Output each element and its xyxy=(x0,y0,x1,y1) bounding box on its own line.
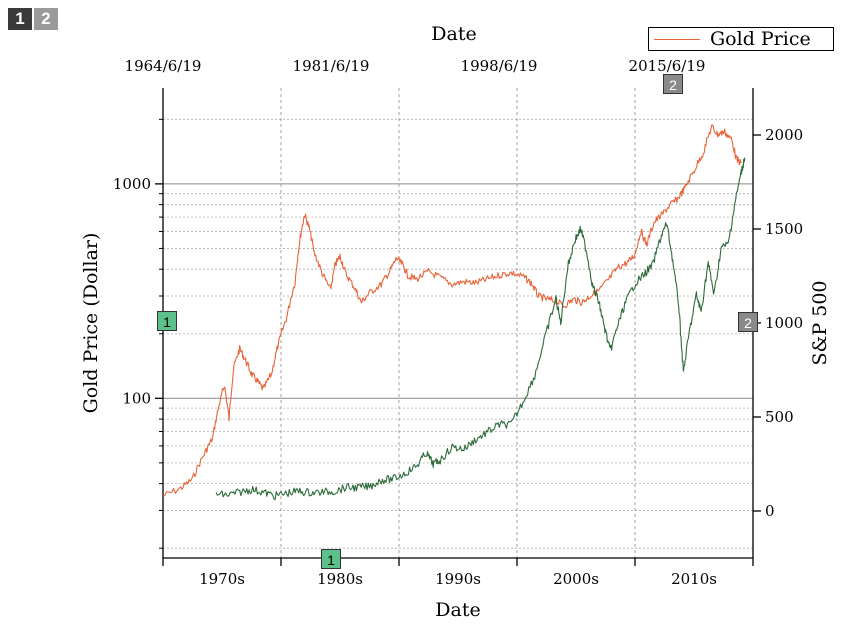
y-tick-label-right: 500 xyxy=(765,408,794,426)
x-axis-title-bottom: Date xyxy=(435,599,480,621)
series-line-sp500 xyxy=(215,157,746,501)
layer1-left-axis-badge[interactable]: 1 xyxy=(157,311,177,331)
y-tick-label-left: 100 xyxy=(122,389,151,407)
x-tick-label-top: 2015/6/19 xyxy=(629,57,706,75)
layer-tab-bar: 1 2 xyxy=(8,8,58,30)
x-tick-label-top: 1998/6/19 xyxy=(461,57,538,75)
series-line-gold-price xyxy=(162,124,742,497)
layer1-bottom-axis-badge[interactable]: 1 xyxy=(321,549,341,569)
y-axis-title-left: Gold Price (Dollar) xyxy=(80,233,102,414)
y-tick-label-right: 1000 xyxy=(765,314,803,332)
layer-tab-1[interactable]: 1 xyxy=(8,8,32,30)
x-tick-label-top: 1981/6/19 xyxy=(293,57,370,75)
y-tick-label-left: 1000 xyxy=(113,175,151,193)
x-tick-label-bottom: 1970s xyxy=(199,570,245,588)
y-tick-label-right: 1500 xyxy=(765,220,803,238)
y-tick-label-right: 0 xyxy=(765,502,775,520)
legend[interactable]: Gold Price xyxy=(648,27,834,51)
layer-tab-2[interactable]: 2 xyxy=(34,8,58,30)
x-tick-label-bottom: 1990s xyxy=(435,570,481,588)
x-tick-label-top: 1964/6/19 xyxy=(125,57,202,75)
x-tick-label-bottom: 2010s xyxy=(671,570,717,588)
legend-line-swatch xyxy=(654,38,700,40)
legend-label: Gold Price xyxy=(710,28,811,50)
layer2-top-axis-badge[interactable]: 2 xyxy=(663,74,683,94)
x-axis-title-top: Date xyxy=(431,23,476,45)
x-tick-label-bottom: 2000s xyxy=(553,570,599,588)
y-tick-label-right: 2000 xyxy=(765,126,803,144)
x-tick-label-bottom: 1980s xyxy=(317,570,363,588)
layer2-right-axis-badge[interactable]: 2 xyxy=(738,312,758,332)
y-axis-title-right: S&P 500 xyxy=(809,280,831,365)
